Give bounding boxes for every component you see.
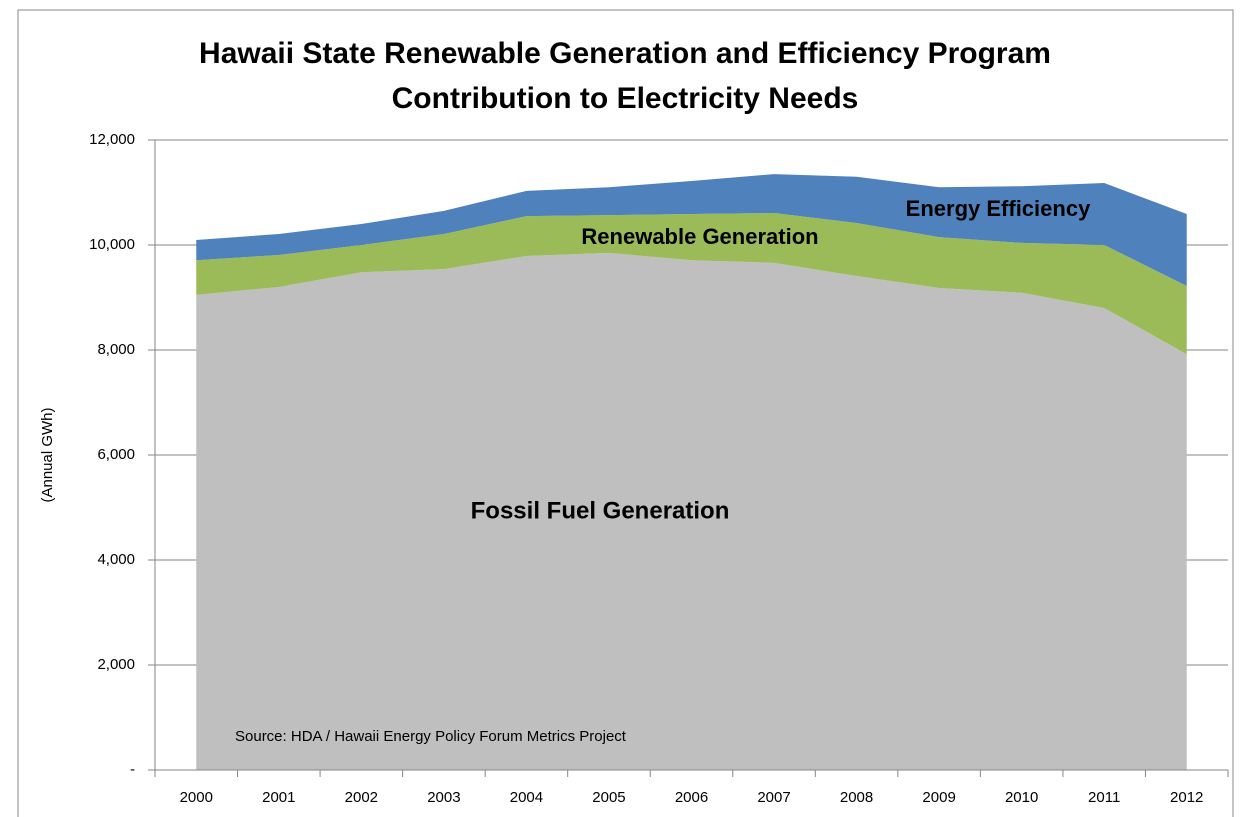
y-tick-label: 4,000 — [97, 551, 135, 568]
y-tick-label: 12,000 — [89, 131, 135, 148]
x-tick-label: 2005 — [592, 789, 625, 806]
chart-title: Contribution to Electricity Needs — [392, 82, 859, 115]
series-label: Fossil Fuel Generation — [471, 497, 730, 524]
x-tick-label: 2003 — [427, 789, 460, 806]
x-tick-label: 2001 — [262, 789, 295, 806]
x-tick-label: 2006 — [675, 789, 708, 806]
y-tick-label: 10,000 — [89, 236, 135, 253]
y-tick-label: 2,000 — [97, 656, 135, 673]
area — [196, 252, 1187, 770]
y-axis-label: (Annual GWh) — [39, 407, 56, 502]
x-tick-label: 2012 — [1170, 789, 1203, 806]
x-tick-label: 2009 — [922, 789, 955, 806]
series-label: Energy Efficiency — [906, 196, 1091, 221]
y-tick-label: - — [130, 761, 135, 778]
chart-frame — [17, 9, 1234, 817]
x-tick-label: 2007 — [757, 789, 790, 806]
x-tick-label: 2004 — [510, 789, 543, 806]
x-tick-label: 2008 — [840, 789, 873, 806]
source-note: Source: HDA / Hawaii Energy Policy Forum… — [235, 728, 627, 745]
y-tick-label: 6,000 — [97, 446, 135, 463]
x-tick-label: 2002 — [345, 789, 378, 806]
x-tick-label: 2010 — [1005, 789, 1038, 806]
series-label: Renewable Generation — [581, 224, 818, 249]
x-tick-label: 2011 — [1088, 789, 1120, 806]
area — [196, 174, 1187, 286]
chart-title: Hawaii State Renewable Generation and Ef… — [199, 37, 1051, 70]
area — [196, 212, 1187, 355]
x-tick-label: 2000 — [180, 789, 213, 806]
y-tick-label: 8,000 — [97, 341, 135, 358]
